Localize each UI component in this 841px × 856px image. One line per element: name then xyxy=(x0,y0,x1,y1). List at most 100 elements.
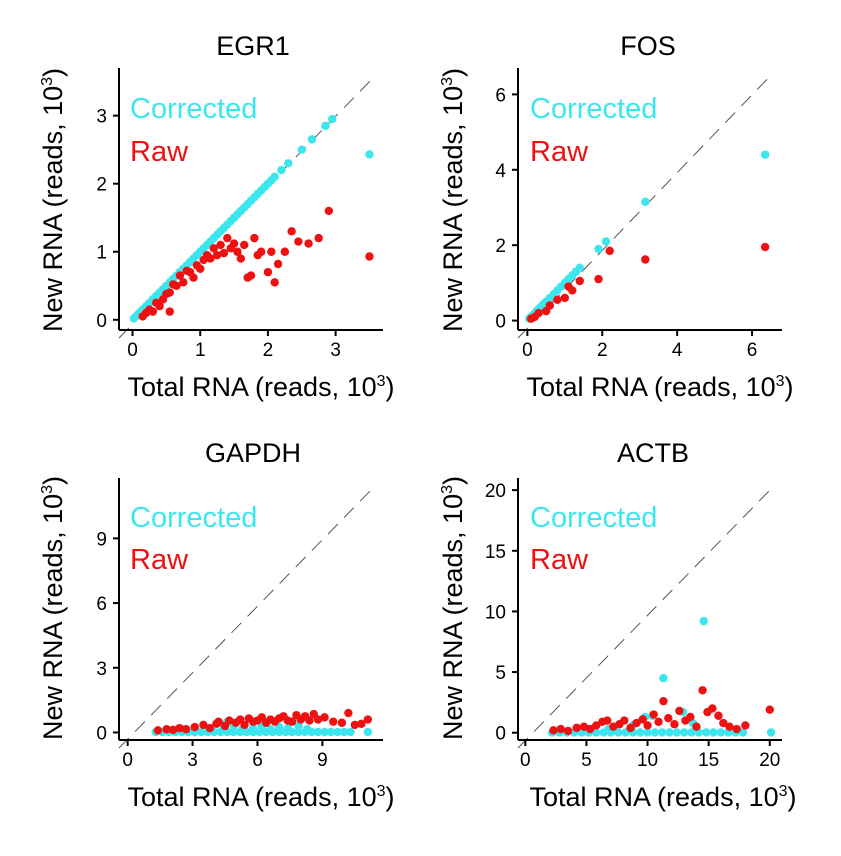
data-point-raw xyxy=(229,239,239,248)
series-raw xyxy=(549,686,774,736)
y-axis-label-exponent: 3 xyxy=(439,77,456,86)
data-point-raw xyxy=(686,712,695,722)
data-point-corrected xyxy=(197,727,206,737)
x-tick-label: 2 xyxy=(597,340,608,361)
data-point-raw xyxy=(563,726,573,736)
data-point-raw xyxy=(153,726,163,735)
data-point-corrected xyxy=(702,728,711,737)
y-tick-label: 0 xyxy=(495,724,506,745)
data-point-raw xyxy=(209,244,218,253)
x-tick-label: 6 xyxy=(747,340,758,361)
x-axis-label: Total RNA (reads, 103) xyxy=(529,782,796,812)
data-point-corrected xyxy=(320,727,329,737)
legend-corrected: Corrected xyxy=(130,93,257,125)
y-tick-label: 5 xyxy=(495,663,506,684)
data-point-raw xyxy=(225,716,234,725)
x-tick-label: 6 xyxy=(252,750,263,771)
series-corrected xyxy=(548,616,776,737)
data-point-raw xyxy=(199,720,208,730)
legend-raw: Raw xyxy=(130,136,189,168)
data-point-raw xyxy=(172,281,181,290)
data-point-corrected xyxy=(601,237,611,246)
data-point-corrected xyxy=(636,728,645,737)
y-tick-label: 6 xyxy=(96,594,107,615)
x-axis-label: Total RNA (reads, 103) xyxy=(127,372,394,402)
x-tick-label: 0 xyxy=(127,340,138,361)
data-point-raw xyxy=(585,724,595,734)
data-point-raw xyxy=(765,705,774,714)
data-point-corrected xyxy=(365,150,374,159)
x-axis-label-exponent: 3 xyxy=(776,373,785,390)
identity-line xyxy=(517,77,769,339)
y-axis-label: New RNA (reads, 103) xyxy=(438,68,468,332)
data-point-corrected xyxy=(216,727,225,737)
data-point-raw xyxy=(741,721,750,730)
data-point-raw xyxy=(760,242,770,252)
data-point-raw xyxy=(175,271,185,280)
y-axis-label-text: New RNA (reads, 10 xyxy=(438,494,468,740)
data-point-raw xyxy=(337,718,347,727)
x-axis-label-close-paren: ) xyxy=(386,782,395,812)
data-point-raw xyxy=(273,259,283,269)
data-point-corrected xyxy=(575,263,584,272)
data-point-raw xyxy=(664,713,673,723)
data-point-corrected xyxy=(665,728,674,737)
data-point-corrected xyxy=(594,244,603,254)
data-point-raw xyxy=(320,713,329,722)
y-tick-label: 15 xyxy=(485,542,506,563)
data-point-raw xyxy=(654,717,663,727)
y-tick-label: 3 xyxy=(96,659,107,680)
x-axis-label: Total RNA (reads, 103) xyxy=(526,372,793,402)
data-point-corrected xyxy=(321,121,330,131)
data-point-corrected xyxy=(326,727,336,737)
x-tick-label: 1 xyxy=(195,340,206,361)
series-corrected xyxy=(129,114,374,323)
y-tick-label: 0 xyxy=(96,723,107,744)
x-tick-label: 5 xyxy=(581,750,592,771)
x-tick-label: 0 xyxy=(520,750,531,771)
data-point-raw xyxy=(212,250,222,260)
legend-corrected: Corrected xyxy=(130,502,257,534)
data-point-raw xyxy=(256,247,266,256)
data-point-raw xyxy=(605,246,614,256)
series-raw xyxy=(138,206,374,321)
y-tick-label: 0 xyxy=(495,312,506,333)
data-point-raw xyxy=(324,206,334,216)
data-point-raw xyxy=(314,233,323,243)
data-point-corrected xyxy=(284,159,293,168)
x-tick-label: 15 xyxy=(698,750,719,771)
y-axis-label-close-paren: ) xyxy=(438,68,468,77)
data-point-raw xyxy=(632,718,641,728)
series-raw xyxy=(153,708,373,735)
x-axis-label-text: Total RNA (reads, 10 xyxy=(127,372,376,402)
data-point-corrected xyxy=(659,673,668,683)
data-point-corrected xyxy=(277,165,286,175)
y-tick-label: 1 xyxy=(96,243,107,264)
panel-actb: ACTB 0 5 10 15 20 0 5 10 15 20 Total RNA (reads, 10… xyxy=(438,438,797,812)
data-point-raw xyxy=(148,307,158,316)
data-point-corrected xyxy=(738,728,748,737)
x-tick-label: 9 xyxy=(317,750,328,771)
data-point-raw xyxy=(162,725,171,734)
data-point-raw xyxy=(575,276,584,286)
data-point-raw xyxy=(692,722,701,731)
data-point-raw xyxy=(357,719,366,729)
data-point-raw xyxy=(294,237,303,246)
data-point-corrected xyxy=(672,728,682,737)
data-point-raw xyxy=(240,720,249,730)
data-point-raw xyxy=(175,723,184,733)
legend-corrected: Corrected xyxy=(530,93,657,125)
x-axis-label-close-paren: ) xyxy=(788,782,797,812)
x-axis-label-close-paren: ) xyxy=(785,372,794,402)
y-axis-label-close-paren: ) xyxy=(438,476,468,485)
data-point-raw xyxy=(280,247,290,256)
y-axis-label-text: New RNA (reads, 10 xyxy=(38,494,68,740)
data-point-raw xyxy=(190,722,199,732)
data-point-raw xyxy=(626,723,635,733)
x-axis-label-exponent: 3 xyxy=(779,783,788,800)
y-tick-label: 9 xyxy=(96,529,107,550)
data-point-corrected xyxy=(346,727,355,737)
data-point-corrected xyxy=(699,616,708,626)
